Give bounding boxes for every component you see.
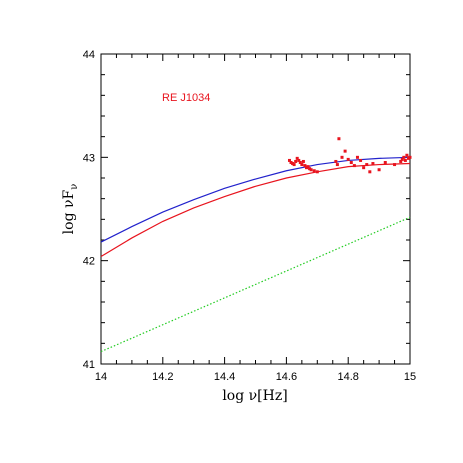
data-point xyxy=(340,155,344,159)
y-axis-label-group: log νFν xyxy=(61,184,80,235)
data-point xyxy=(346,157,350,161)
y-axis-label: log νF xyxy=(61,189,77,234)
data-point xyxy=(297,158,301,162)
x-axis-label: log ν[Hz] xyxy=(222,388,287,404)
x-tick-label: 14 xyxy=(95,371,107,383)
data-point xyxy=(343,149,347,153)
data-point xyxy=(300,163,304,167)
data-point xyxy=(312,169,316,173)
data-point xyxy=(306,165,310,169)
y-axis-ticks: 41 42 43 44 xyxy=(83,49,410,371)
x-tick-label: 15 xyxy=(404,371,416,383)
data-point xyxy=(349,161,353,164)
data-point xyxy=(308,167,312,171)
data-point xyxy=(408,155,412,159)
data-point xyxy=(304,166,308,170)
data-point xyxy=(402,155,406,159)
data-point xyxy=(334,159,338,163)
x-tick-label: 14.4 xyxy=(214,371,235,383)
data-point xyxy=(400,157,404,161)
data-point xyxy=(377,168,381,172)
y-tick-label: 43 xyxy=(83,152,95,164)
plot-frame xyxy=(100,53,411,365)
data-point xyxy=(298,161,302,164)
data-point xyxy=(365,163,369,167)
y-tick-label: 44 xyxy=(83,49,95,61)
x-tick-label: 14.2 xyxy=(152,371,173,383)
data-point xyxy=(355,155,359,159)
model-curve-2 xyxy=(100,216,411,353)
data-point xyxy=(362,166,366,170)
data-point xyxy=(393,163,397,167)
data-point xyxy=(368,170,372,174)
x-axis-ticks: 14 14.2 14.4 14.6 14.8 15 xyxy=(95,54,416,383)
y-tick-label: 41 xyxy=(83,359,95,371)
data-point xyxy=(287,158,291,162)
model-curves xyxy=(100,156,411,353)
data-point xyxy=(383,161,387,164)
data-point xyxy=(352,164,356,168)
data-point xyxy=(303,164,307,168)
data-point xyxy=(309,168,313,172)
data-point xyxy=(292,163,296,167)
model-curve-0 xyxy=(100,156,411,243)
data-point xyxy=(403,158,407,162)
data-point xyxy=(359,158,363,162)
x-tick-label: 14.6 xyxy=(276,371,297,383)
data-point xyxy=(315,170,319,174)
data-point xyxy=(335,163,339,167)
x-tick-label: 14.8 xyxy=(337,371,358,383)
data-point xyxy=(294,159,298,163)
y-axis-label-subscript: ν xyxy=(69,184,80,190)
data-points xyxy=(287,137,412,174)
svg-text:log νFν: log νFν xyxy=(61,184,80,235)
data-point xyxy=(301,159,305,163)
data-point xyxy=(406,156,410,160)
data-point xyxy=(337,137,341,141)
data-point xyxy=(399,159,403,163)
data-point xyxy=(405,153,409,157)
model-curve-1 xyxy=(100,162,411,258)
data-point xyxy=(295,156,299,160)
y-tick-label: 42 xyxy=(83,256,95,268)
data-point xyxy=(371,162,375,166)
object-label: RE J1034 xyxy=(162,92,210,104)
data-point xyxy=(289,161,293,164)
data-point xyxy=(291,162,295,166)
